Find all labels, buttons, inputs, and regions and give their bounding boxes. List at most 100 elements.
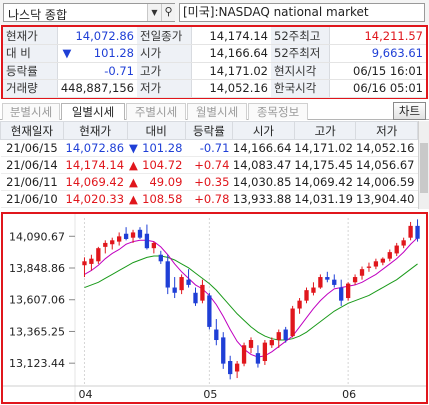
tab-monthly[interactable]: 월별시세 — [187, 103, 247, 120]
y-tick-label: 14,090.67 — [9, 230, 65, 243]
down-arrow-icon: ▼ — [129, 141, 138, 155]
candle-body — [82, 261, 87, 266]
candle — [311, 282, 316, 296]
candle — [82, 257, 87, 278]
row-close: 14,069.42 — [63, 173, 128, 191]
high-value: 14,171.02 — [191, 62, 271, 80]
row-low: 13,904.40 — [355, 190, 418, 208]
52w-low-value: 9,663.61 — [329, 44, 426, 63]
row-date: 21/06/11 — [0, 173, 64, 191]
candle-body — [89, 258, 94, 264]
tab-bar: 분별시세 일별시세 주별시세 월별시세 종목정보 — [0, 102, 429, 120]
candle-body — [297, 300, 302, 309]
candle — [401, 237, 406, 249]
row-close: 14,020.33 — [63, 190, 128, 208]
candle — [207, 292, 212, 330]
candle — [89, 254, 94, 271]
candle-body — [339, 287, 344, 301]
candle — [332, 274, 337, 288]
col-low: 저가 — [355, 121, 418, 140]
candle-body — [214, 329, 219, 341]
low-label: 저가 — [137, 79, 192, 98]
symbol-text[interactable]: 나스닥 종합 — [8, 8, 68, 22]
daily-table: 현재일자 현재가 대비 등락률 시가 고가 저가 21/06/15 14,072… — [0, 121, 418, 208]
candle — [325, 271, 330, 283]
tab-weekly[interactable]: 주별시세 — [126, 103, 186, 120]
row-open: 14,166.64 — [232, 139, 295, 157]
scrollbar-thumb[interactable] — [420, 143, 428, 193]
candle — [200, 279, 205, 304]
candle-body — [130, 232, 136, 238]
row-high: 14,031.19 — [294, 190, 356, 208]
col-rate: 등락률 — [184, 121, 233, 140]
candle-body — [255, 353, 261, 364]
quote-table: 현재가 14,072.86 전일종가 14,174.14 52주최고 14,21… — [3, 27, 426, 98]
candle-body — [221, 337, 226, 364]
candle — [241, 342, 247, 367]
row-rate: +0.74 — [185, 156, 233, 174]
row-change-value: 104.72 — [142, 158, 183, 172]
52w-high-value: 14,211.57 — [329, 27, 426, 45]
price-chart[interactable]: 14,090.67 13,848.86 13,607.06 13,365.25 13,1… — [1, 212, 428, 404]
candle-body — [137, 229, 143, 238]
candle-body — [103, 242, 108, 247]
prev-close-label: 전일종가 — [137, 27, 192, 45]
change-value-cell: ▼ 101.28 — [57, 44, 137, 63]
candle — [408, 221, 413, 241]
table-row[interactable]: 21/06/14 14,174.14 ▲ 104.72 +0.74 14,083.… — [0, 156, 418, 174]
search-icon[interactable]: ⚲ — [161, 4, 175, 21]
up-arrow-icon: ▲ — [129, 158, 138, 172]
rate-label: 등락률 — [3, 62, 58, 80]
chart-svg: 14,090.67 13,848.86 13,607.06 13,365.25 13,1… — [3, 214, 426, 402]
candle — [387, 249, 392, 262]
candle — [172, 277, 177, 299]
table-row[interactable]: 21/06/11 14,069.42 ▲ 49.09 +0.35 14,030.8… — [0, 173, 418, 191]
quote-row: 대 비 ▼ 101.28 시가 14,166.64 52주최저 9,663.61 — [3, 44, 426, 63]
candle-body — [359, 269, 365, 276]
current-price-label: 현재가 — [3, 27, 58, 45]
y-tick-label: 13,607.06 — [9, 294, 65, 307]
candle-body — [401, 240, 406, 246]
korea-time-label: 한국시각 — [271, 79, 330, 98]
row-change: ▲ 49.09 — [127, 173, 186, 191]
candle-body — [380, 258, 385, 263]
row-date: 21/06/14 — [0, 156, 64, 174]
row-date: 21/06/10 — [0, 190, 64, 208]
candle-body — [373, 261, 379, 267]
row-date: 21/06/15 — [0, 139, 64, 157]
candle — [158, 250, 163, 264]
row-low: 14,056.67 — [355, 156, 418, 174]
candle-body — [394, 245, 399, 254]
tab-daily[interactable]: 일별시세 — [61, 103, 125, 120]
candle — [151, 241, 157, 254]
table-row[interactable]: 21/06/10 14,020.33 ▲ 108.58 +0.78 13,933.… — [0, 190, 418, 208]
tab-minute[interactable]: 분별시세 — [2, 103, 60, 120]
candle — [318, 274, 323, 289]
table-scrollbar[interactable] — [418, 121, 429, 209]
candle-body — [172, 287, 177, 293]
row-open: 14,030.85 — [232, 173, 295, 191]
candle-body — [269, 340, 274, 346]
candle-body — [207, 295, 212, 327]
chevron-down-icon[interactable]: ▼ — [147, 4, 161, 21]
52w-low-label: 52주최저 — [271, 44, 330, 63]
symbol-combo[interactable]: 나스닥 종합 ▼ ⚲ — [3, 3, 175, 22]
ma-short-line — [84, 237, 418, 358]
candle-body — [387, 252, 392, 259]
tab-info[interactable]: 종목정보 — [248, 103, 308, 120]
candle — [137, 227, 143, 239]
candle-body — [179, 277, 184, 291]
row-change: ▼ 101.28 — [127, 139, 186, 157]
chart-button[interactable]: 차트 — [393, 102, 426, 120]
candle-body — [325, 277, 330, 280]
table-row[interactable]: 21/06/15 14,072.86 ▼ 101.28 -0.71 14,166.… — [0, 139, 418, 157]
candle — [186, 269, 191, 288]
y-tick-label: 13,123.44 — [9, 357, 65, 370]
row-change: ▲ 108.58 — [127, 190, 186, 208]
up-arrow-icon: ▲ — [129, 175, 138, 189]
candle — [123, 227, 129, 241]
candle-body — [248, 340, 254, 348]
col-change: 대비 — [126, 121, 186, 140]
candle — [366, 262, 372, 272]
quote-panel: 현재가 14,072.86 전일종가 14,174.14 52주최고 14,21… — [1, 25, 428, 99]
